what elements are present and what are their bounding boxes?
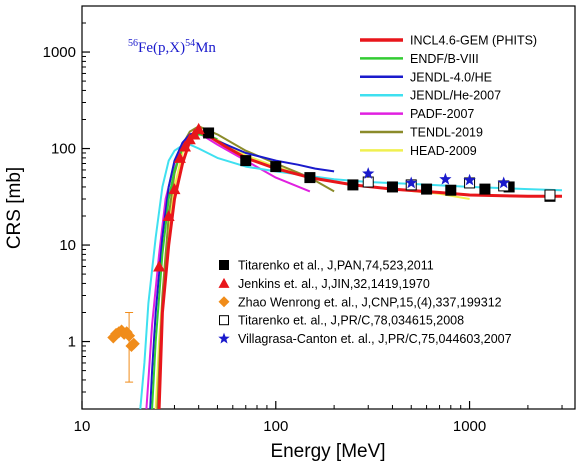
y-tick-label: 100 <box>51 141 76 158</box>
title-mass2: 54 <box>185 38 195 49</box>
legend-label: JENDL-4.0/HE <box>410 70 492 84</box>
data-point <box>240 155 252 167</box>
legend-label: HEAD-2009 <box>410 144 477 158</box>
data-point <box>219 260 229 270</box>
title-mass1: 56 <box>128 38 138 49</box>
data-point <box>218 296 230 308</box>
data-point <box>439 172 452 185</box>
title-product: Mn <box>195 40 216 56</box>
data-point <box>153 260 166 272</box>
data-point <box>203 127 215 139</box>
x-axis-label: Energy [MeV] <box>270 441 385 462</box>
legend-label: INCL4.6-GEM (PHITS) <box>410 34 537 48</box>
data-point <box>304 172 316 184</box>
x-tick-label: 100 <box>263 418 288 435</box>
series-line <box>157 130 562 410</box>
data-point <box>123 329 136 342</box>
data-point <box>386 181 398 193</box>
legend-label: TENDL-2019 <box>410 126 483 140</box>
y-tick-label: 1 <box>68 334 76 351</box>
data-point <box>479 183 491 195</box>
legend-label: Zhao Wenrong et. al., J,CNP,15,(4),337,1… <box>238 295 502 309</box>
data-point <box>218 277 230 288</box>
data-point <box>362 176 374 188</box>
data-point <box>405 176 418 189</box>
legend-label: Titarenko et. al., J,PR/C,78,034615,2008 <box>238 314 464 328</box>
legend-label: Jenkins et. al., J,JIN,32,1419,1970 <box>238 277 430 291</box>
data-point <box>188 128 201 140</box>
data-point <box>270 161 282 173</box>
data-point <box>192 122 205 134</box>
data-point <box>421 183 433 195</box>
data-point <box>544 189 556 201</box>
data-point <box>219 315 229 326</box>
y-tick-label: 1000 <box>43 44 76 61</box>
legend-label: Titarenko et al., J,PAN,74,523,2011 <box>238 259 434 273</box>
x-tick-label: 10 <box>74 418 91 435</box>
legend-lines: INCL4.6-GEM (PHITS) ENDF/B-VIII JENDL-4.0/… <box>360 34 537 158</box>
data-point <box>218 332 230 344</box>
data-point <box>168 183 181 195</box>
x-tick-label: 1000 <box>453 418 486 435</box>
data-point <box>162 209 175 221</box>
series-line <box>139 143 563 410</box>
y-axis-label: CRS [mb] <box>4 167 25 249</box>
y-axis: 1 10 100 1000 <box>43 5 90 410</box>
legend-label: JENDL/He-2007 <box>410 89 501 103</box>
y-tick-label: 10 <box>59 237 76 254</box>
series-points <box>107 122 556 383</box>
legend-label: Villagrasa-Canton et. al., J,PR/C,75,044… <box>238 332 512 346</box>
legend-points: Titarenko et al., J,PAN,74,523,2011 Jenki… <box>218 259 512 346</box>
legend-label: ENDF/B-VIII <box>410 52 479 66</box>
chart-title: 56Fe(p,X)54Mn <box>128 38 216 56</box>
data-point <box>127 337 140 350</box>
data-point <box>178 140 191 152</box>
title-reaction: Fe(p,X) <box>138 40 185 56</box>
legend-label: PADF-2007 <box>410 107 474 121</box>
data-point <box>173 151 186 163</box>
data-point <box>362 167 375 179</box>
data-point <box>445 184 457 196</box>
data-point <box>497 176 510 189</box>
data-point <box>463 173 476 186</box>
data-point <box>347 179 359 191</box>
